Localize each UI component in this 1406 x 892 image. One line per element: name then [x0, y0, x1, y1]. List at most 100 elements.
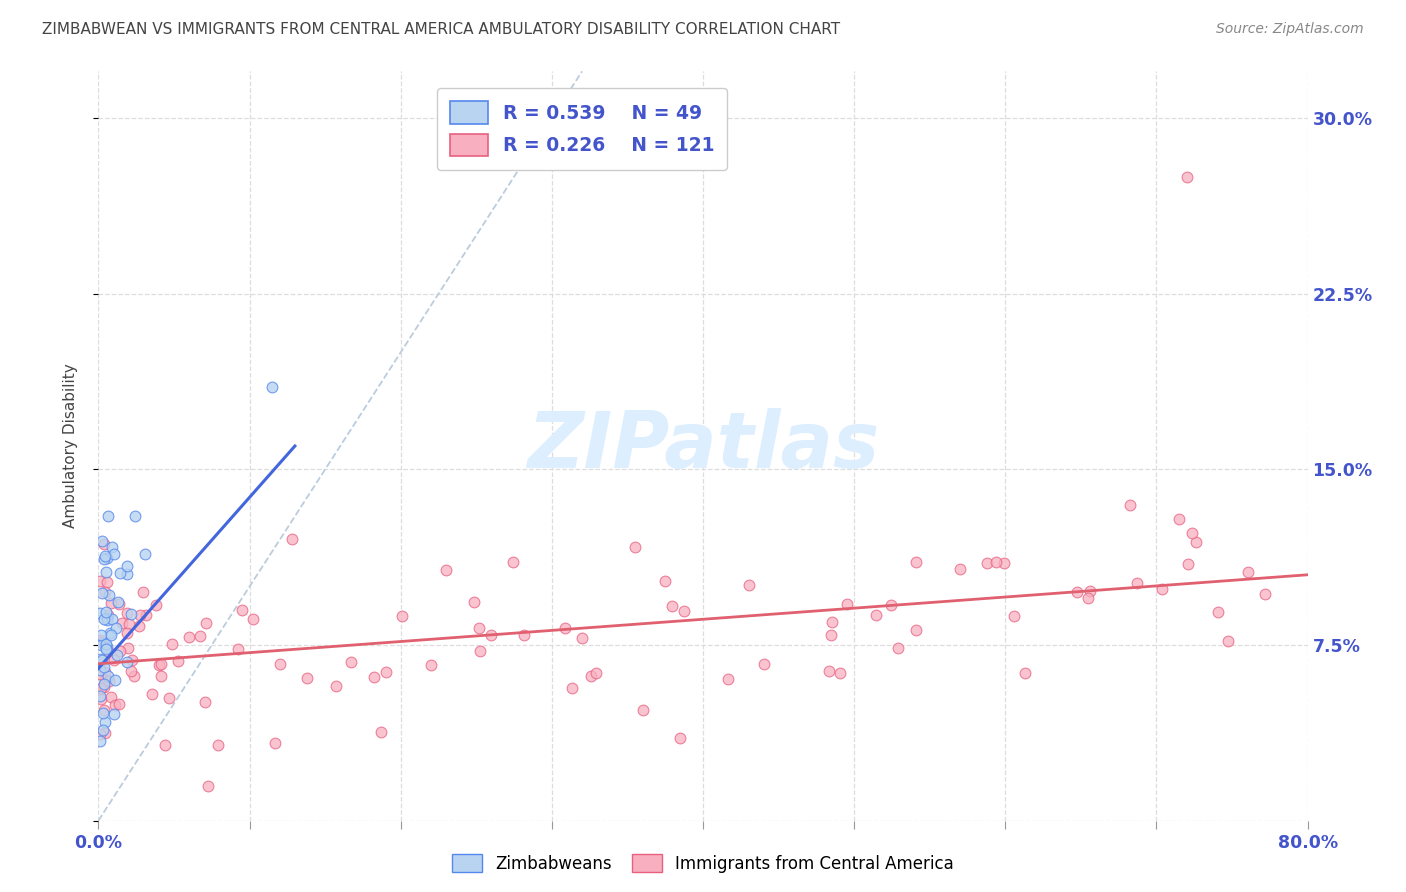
Point	[100, 596, 122, 610]
Point	[93, 681, 115, 695]
Point	[976, 556, 998, 570]
Point	[94, 665, 117, 680]
Point	[502, 555, 524, 569]
Point	[103, 548, 125, 562]
Point	[93, 552, 115, 566]
Point	[631, 703, 654, 717]
Point	[1177, 557, 1199, 571]
Point	[513, 628, 536, 642]
Point	[264, 736, 287, 750]
Point	[1254, 587, 1277, 601]
Point	[89, 574, 111, 588]
Point	[103, 653, 125, 667]
Point	[581, 669, 603, 683]
Point	[370, 724, 392, 739]
Point	[325, 679, 347, 693]
Point	[1152, 582, 1174, 596]
Point	[89, 655, 111, 669]
Point	[89, 607, 111, 621]
Point	[100, 628, 122, 642]
Point	[89, 663, 111, 677]
Point	[97, 608, 120, 623]
Point	[904, 555, 927, 569]
Point	[97, 509, 120, 524]
Point	[207, 738, 229, 752]
Point	[96, 611, 118, 625]
Point	[93, 612, 115, 626]
Point	[1077, 591, 1099, 605]
Point	[101, 540, 124, 554]
Point	[110, 566, 132, 580]
Point	[90, 653, 112, 667]
Point	[157, 691, 180, 706]
Point	[1066, 585, 1088, 599]
Text: ZIMBABWEAN VS IMMIGRANTS FROM CENTRAL AMERICA AMBULATORY DISABILITY CORRELATION : ZIMBABWEAN VS IMMIGRANTS FROM CENTRAL AM…	[42, 22, 841, 37]
Point	[100, 690, 122, 705]
Point	[96, 640, 118, 654]
Point	[94, 549, 117, 564]
Legend: R = 0.539    N = 49, R = 0.226    N = 121: R = 0.539 N = 49, R = 0.226 N = 121	[437, 88, 727, 169]
Point	[91, 723, 114, 737]
Point	[654, 574, 676, 588]
Point	[1185, 534, 1208, 549]
Point	[94, 584, 117, 599]
Point	[122, 668, 145, 682]
Point	[717, 672, 740, 686]
Point	[93, 660, 115, 674]
Point	[97, 669, 120, 683]
Y-axis label: Ambulatory Disability: Ambulatory Disability	[63, 364, 77, 528]
Point	[117, 567, 139, 582]
Point	[96, 613, 118, 627]
Point	[669, 731, 692, 745]
Point	[90, 692, 112, 706]
Point	[242, 612, 264, 626]
Point	[1080, 584, 1102, 599]
Point	[93, 703, 115, 717]
Point	[120, 607, 142, 621]
Point	[984, 555, 1007, 569]
Point	[887, 641, 910, 656]
Point	[1002, 609, 1025, 624]
Point	[1167, 512, 1189, 526]
Point	[96, 575, 118, 590]
Point	[124, 509, 146, 524]
Point	[419, 658, 441, 673]
Point	[110, 644, 132, 658]
Point	[111, 615, 134, 630]
Point	[117, 616, 139, 631]
Point	[295, 671, 318, 685]
Point	[738, 578, 761, 592]
Point	[949, 562, 972, 576]
Point	[194, 695, 217, 709]
Point	[194, 615, 217, 630]
Point	[115, 626, 138, 640]
Point	[1126, 576, 1149, 591]
Point	[571, 631, 593, 645]
Point	[89, 635, 111, 649]
Point	[1175, 169, 1198, 184]
Point	[103, 706, 125, 721]
Point	[585, 665, 607, 680]
Point	[98, 626, 121, 640]
Point	[1014, 665, 1036, 680]
Point	[97, 588, 120, 602]
Point	[1206, 605, 1229, 619]
Point	[108, 597, 131, 611]
Point	[554, 621, 576, 635]
Point	[1216, 633, 1239, 648]
Point	[93, 537, 115, 551]
Point	[96, 551, 118, 566]
Point	[190, 629, 212, 643]
Point	[468, 620, 491, 634]
Point	[468, 643, 491, 657]
Point	[89, 734, 111, 748]
Point	[90, 681, 112, 695]
Point	[94, 673, 117, 687]
Point	[104, 673, 127, 687]
Point	[93, 638, 115, 652]
Point	[993, 556, 1015, 570]
Point	[120, 664, 142, 678]
Point	[104, 698, 127, 713]
Point	[91, 533, 114, 548]
Point	[108, 698, 131, 712]
